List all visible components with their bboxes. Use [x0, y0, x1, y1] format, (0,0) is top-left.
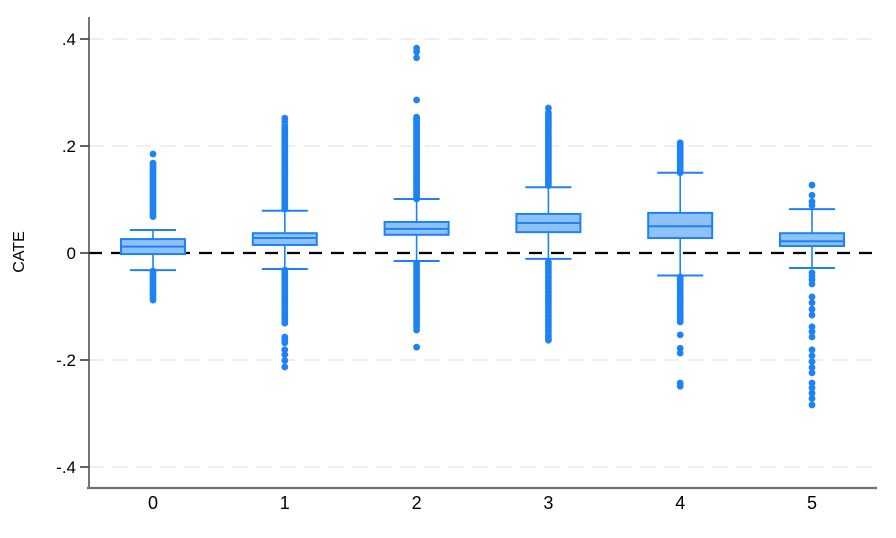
box-series-1: [251, 114, 318, 371]
outlier-dot: [676, 318, 684, 326]
outlier-dot: [149, 296, 157, 304]
outlier-dot: [808, 181, 816, 189]
x-axis-labels: 0 1 2 3 4 5: [148, 493, 817, 513]
outlier-dot: [545, 104, 552, 112]
x-category-label: 0: [148, 493, 158, 513]
outlier-dot: [281, 319, 289, 327]
outlier-dot: [413, 343, 420, 351]
box-series-4: [647, 139, 714, 390]
outlier-dot: [413, 326, 420, 334]
outlier-dot: [281, 363, 289, 371]
outlier-dot: [676, 382, 684, 390]
y-tick-label: -.4: [56, 458, 76, 477]
outlier-dot: [281, 357, 289, 364]
outlier-dot: [808, 401, 816, 409]
outlier-dot: [808, 191, 816, 199]
outlier-dot: [676, 344, 684, 352]
x-category-label: 4: [675, 493, 685, 513]
outlier-dot: [808, 293, 816, 301]
x-category-label: 3: [543, 493, 553, 513]
outlier-dot: [413, 195, 420, 203]
outlier-dot: [545, 182, 552, 189]
outlier-dot: [281, 205, 289, 213]
x-category-label: 1: [280, 493, 290, 513]
y-tick-label: -.2: [56, 351, 76, 370]
gridlines: [89, 38, 877, 468]
outlier-dot: [808, 305, 816, 313]
outlier-dot: [808, 379, 816, 387]
outlier-dot: [808, 389, 816, 397]
outlier-dot: [676, 169, 684, 177]
outlier-dot: [808, 352, 816, 360]
outlier-dot: [413, 96, 420, 104]
box-series-5: [779, 181, 845, 409]
iqr-box: [251, 232, 318, 246]
outlier-dot: [808, 369, 816, 377]
outlier-dot: [413, 54, 420, 62]
box-series-0: [120, 150, 186, 304]
outlier-dot: [808, 346, 816, 354]
outlier-dot: [676, 331, 684, 339]
y-axis-title: CATE: [11, 231, 28, 272]
outlier-dot: [808, 333, 816, 341]
outlier-dot: [413, 48, 420, 56]
y-axis-ticks: -.4 -.2 0 .2 .4: [56, 30, 89, 477]
box-series-3: [515, 104, 582, 344]
outlier-dot: [808, 280, 816, 288]
outlier-dot: [808, 311, 816, 319]
outlier-dot: [808, 328, 816, 336]
outlier-dot: [676, 349, 684, 357]
outlier-dot: [808, 358, 816, 366]
outlier-dot: [808, 323, 816, 331]
iqr-box: [779, 232, 845, 248]
outlier-dot: [808, 395, 816, 402]
outlier-dot: [808, 201, 816, 209]
outlier-dot: [545, 336, 552, 344]
y-tick-label: .2: [62, 137, 76, 156]
outlier-dot: [281, 351, 289, 359]
outlier-dot: [281, 346, 289, 354]
box-series-2: [383, 44, 450, 351]
outlier-dot: [808, 364, 816, 371]
y-tick-label: 0: [67, 244, 76, 263]
outlier-dot: [149, 150, 157, 158]
x-category-label: 5: [807, 493, 817, 513]
outlier-dot: [808, 384, 816, 392]
outlier-dot: [281, 339, 289, 347]
outlier-dot: [808, 299, 816, 307]
y-tick-label: .4: [62, 30, 76, 49]
outlier-dot: [149, 213, 157, 221]
x-category-label: 2: [412, 493, 422, 513]
